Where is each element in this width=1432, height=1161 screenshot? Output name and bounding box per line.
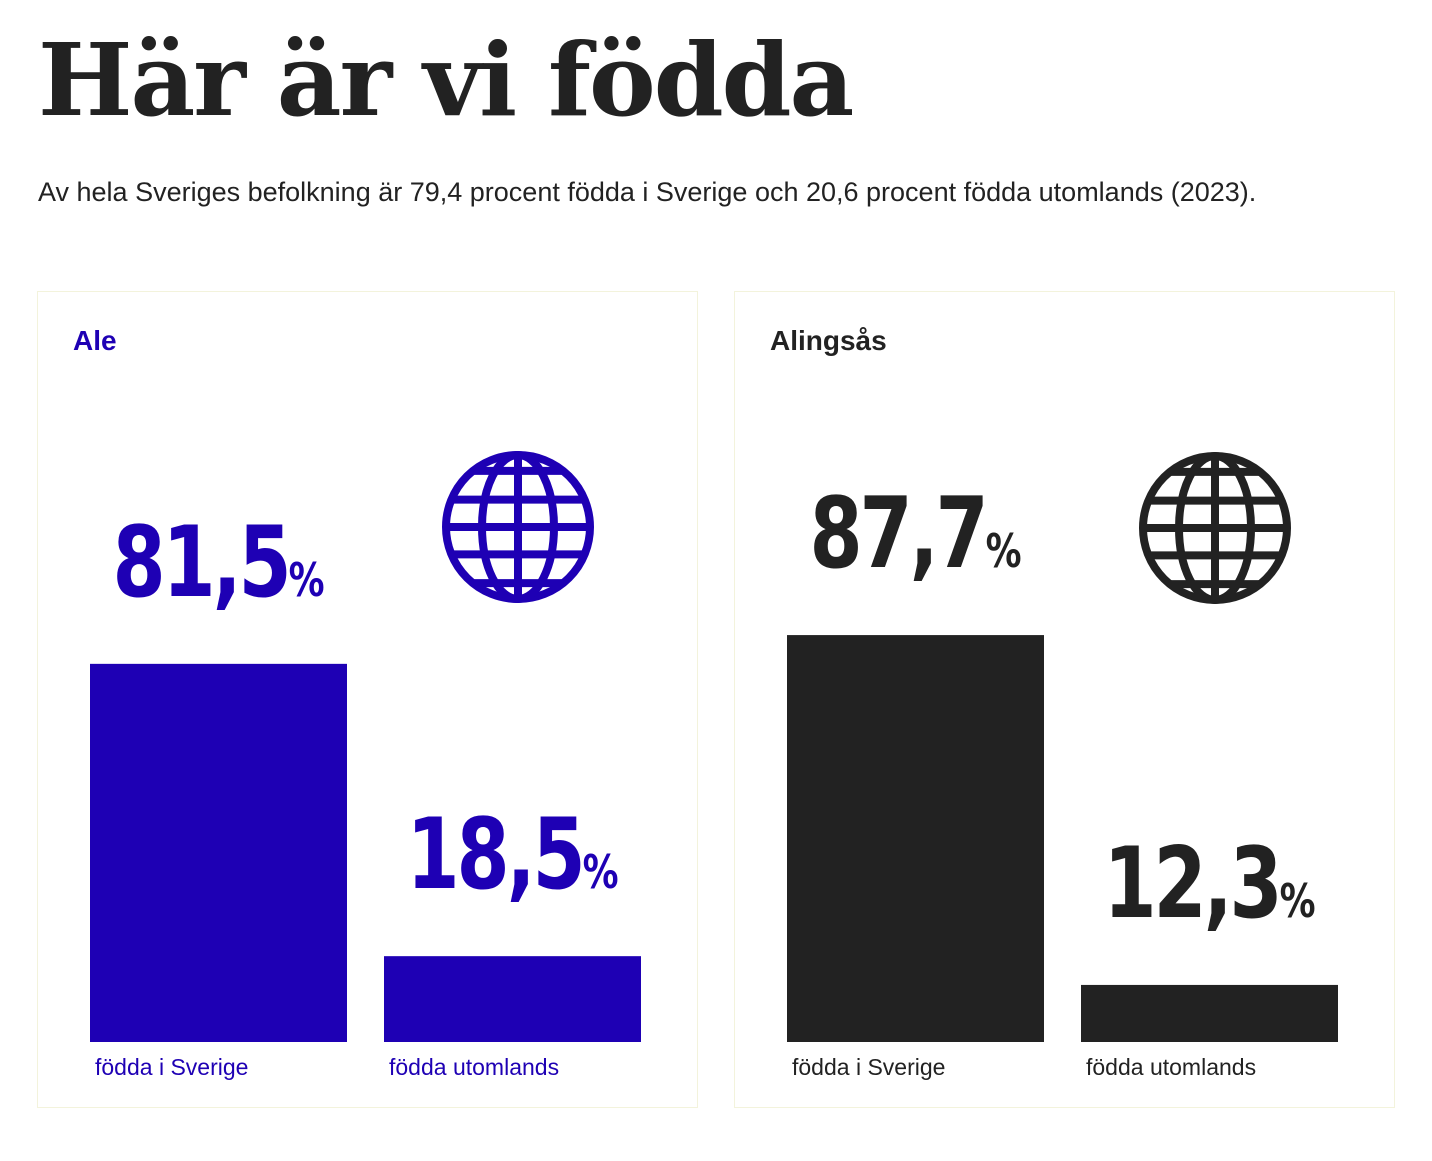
- bar-value-number: 12,3: [1103, 825, 1279, 940]
- globe-icon: [442, 451, 594, 603]
- chart-panel-ale: Ale 81,5% födda i Sverige 18,5% födda utomla…: [37, 291, 698, 1108]
- bar-value-unit: %: [1280, 875, 1316, 929]
- category-label: födda i Sverige: [95, 1054, 248, 1080]
- page-subtitle: Av hela Sveriges befolkning är 79,4 proc…: [38, 177, 1257, 207]
- bar-value-label: 87,7%: [809, 476, 1021, 591]
- category-label: födda utomlands: [389, 1054, 559, 1080]
- panel-title: Ale: [73, 325, 117, 356]
- globe-icon: [1139, 452, 1291, 604]
- page-title: Här är vi födda: [38, 21, 854, 139]
- panel-title: Alingsås: [770, 325, 887, 356]
- chart-panel-alingsas: Alingsås 87,7% födda i Sverige 12,3% födda u…: [734, 291, 1395, 1108]
- bar-value-label: 12,3%: [1103, 825, 1315, 940]
- chart-ale: Ale 81,5% födda i Sverige 18,5% födda utomla…: [73, 325, 641, 1080]
- bar-value-unit: %: [986, 525, 1022, 579]
- bar-value-unit: %: [289, 553, 325, 607]
- bar-value-number: 81,5: [112, 504, 288, 619]
- category-label: födda i Sverige: [792, 1054, 945, 1080]
- bar-fodda-i-sverige: [90, 663, 347, 1042]
- category-label: födda utomlands: [1086, 1054, 1256, 1080]
- bar-value-number: 87,7: [809, 476, 985, 591]
- bar-fodda-utomlands: [1081, 984, 1338, 1042]
- bar-value-number: 18,5: [406, 797, 582, 912]
- bar-fodda-utomlands: [384, 956, 641, 1042]
- bar-value-label: 18,5%: [406, 797, 618, 912]
- chart-alingsas: Alingsås 87,7% födda i Sverige 12,3% födda u…: [770, 325, 1338, 1080]
- bar-value-unit: %: [583, 846, 619, 900]
- bar-value-label: 81,5%: [112, 504, 324, 619]
- bar-fodda-i-sverige: [787, 635, 1044, 1042]
